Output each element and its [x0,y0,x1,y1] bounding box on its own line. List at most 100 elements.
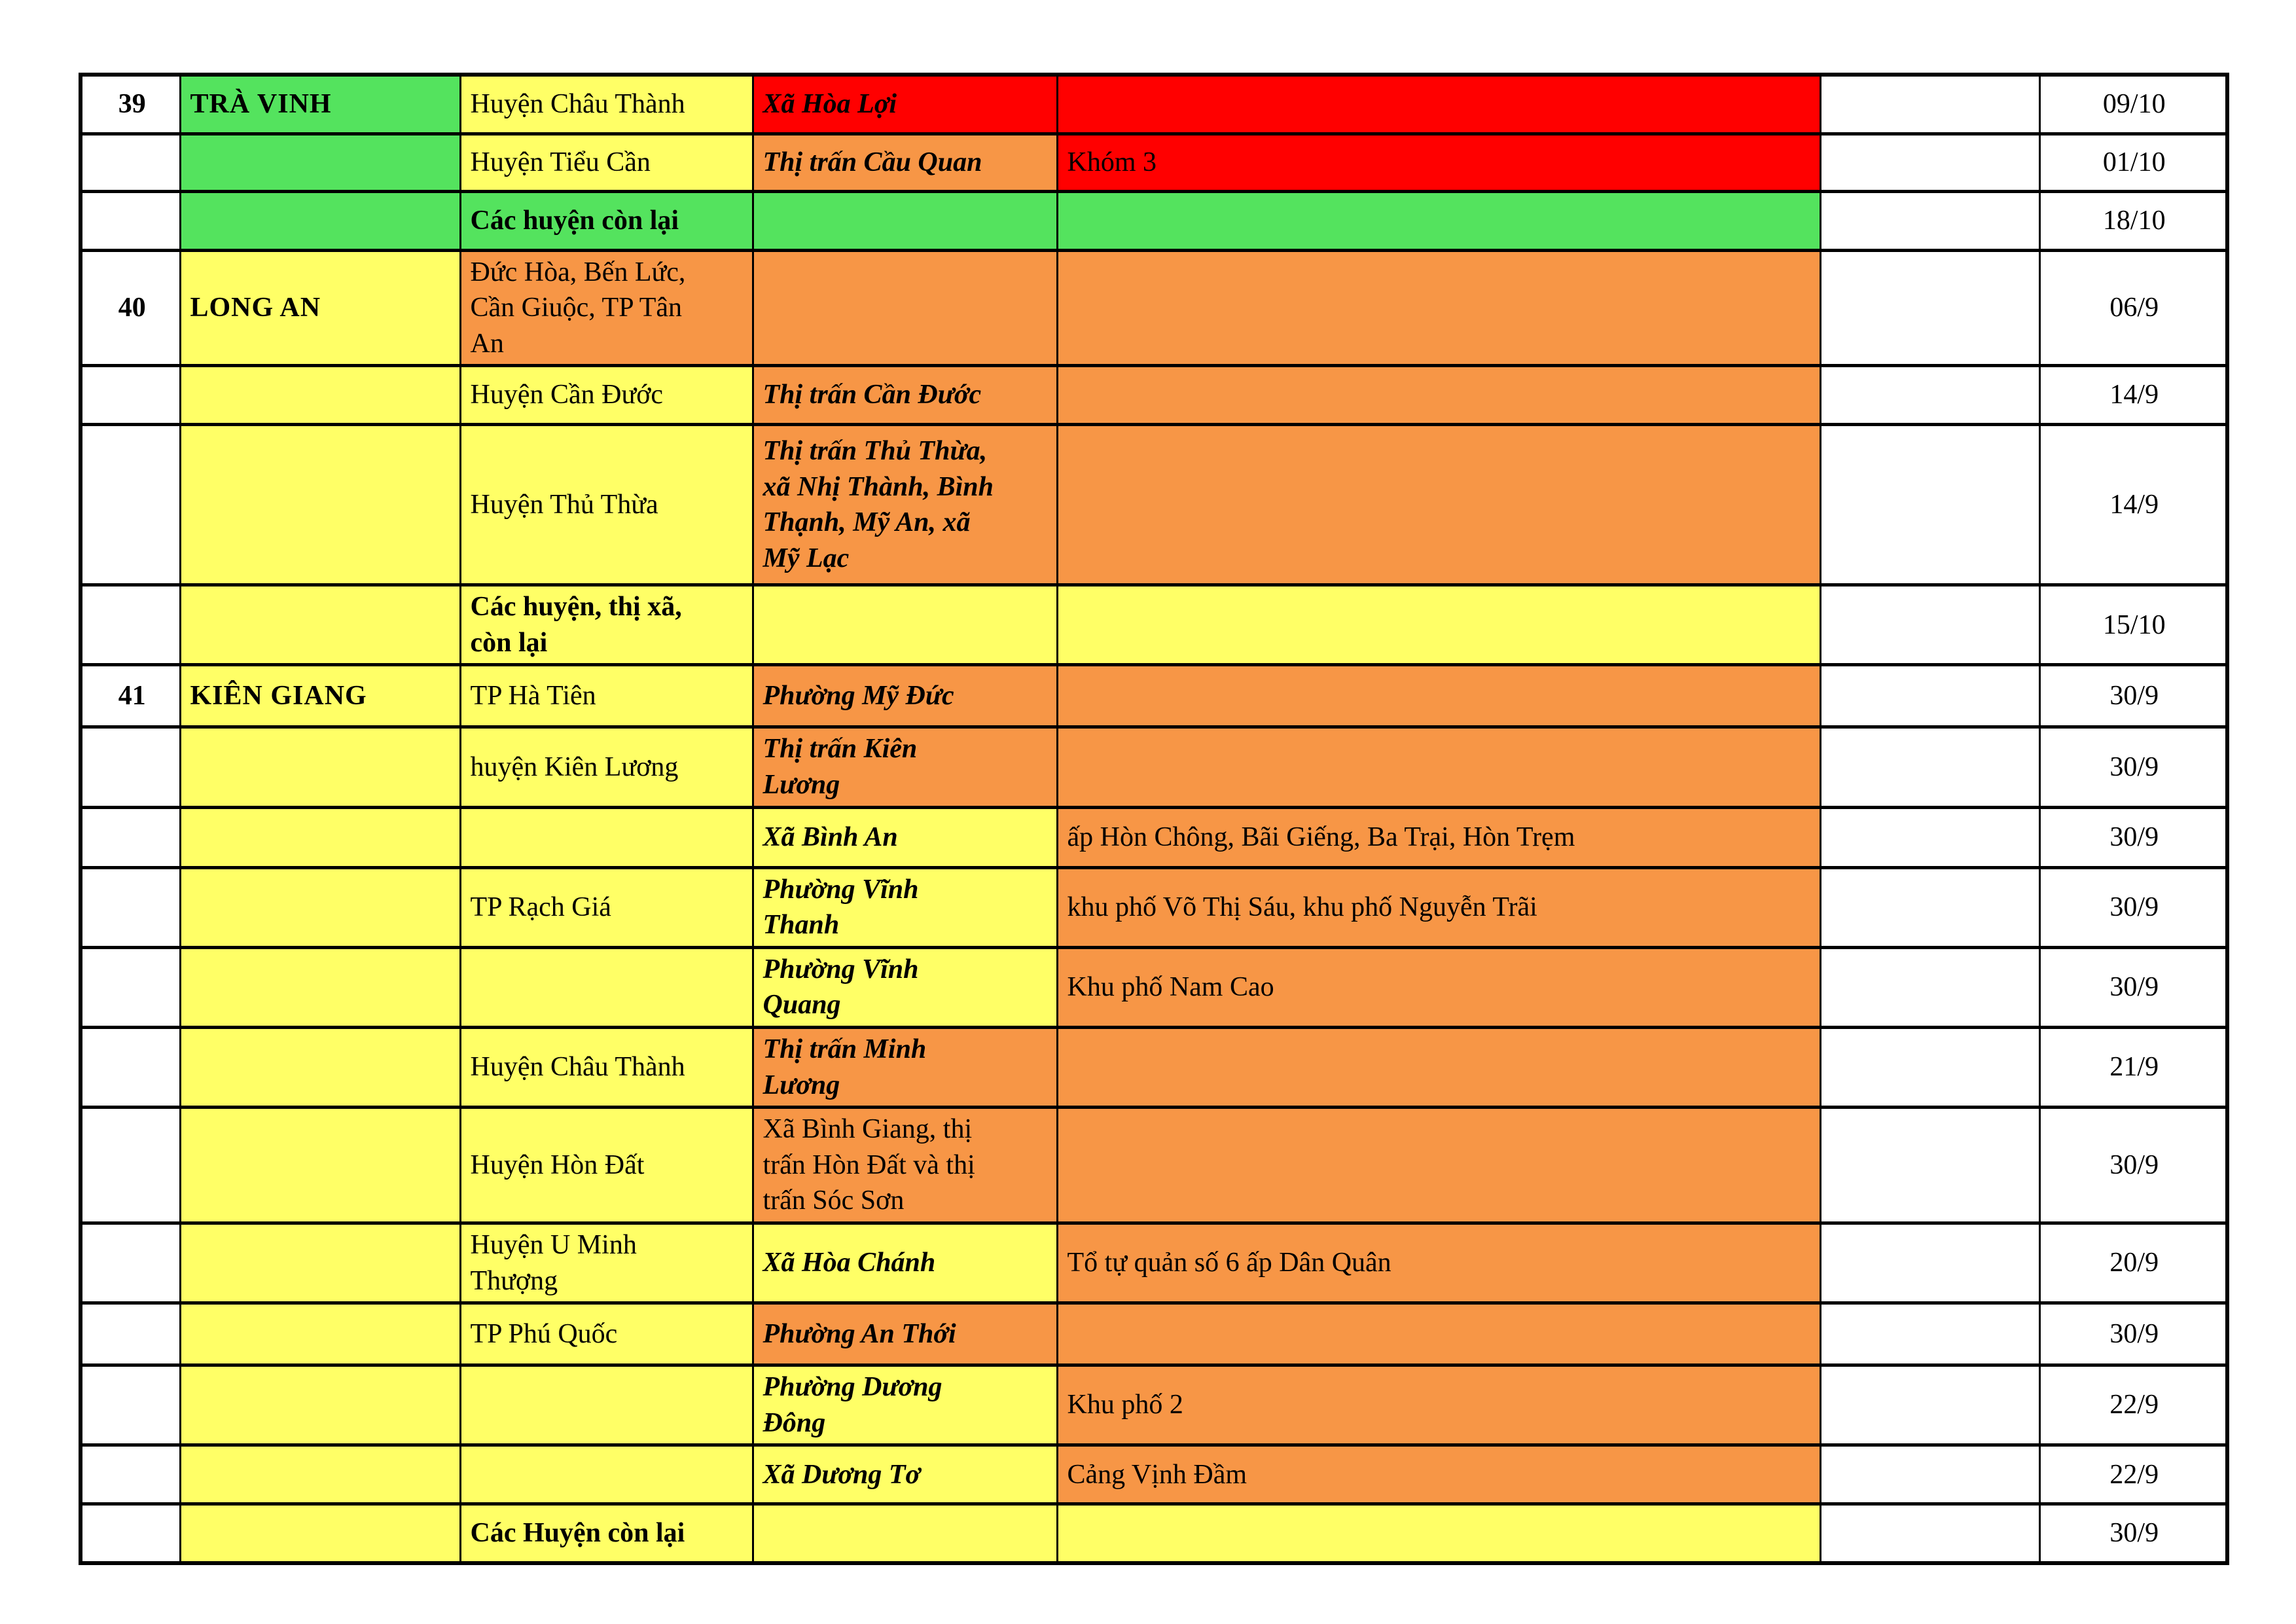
province-cell [179,805,461,869]
spacer-cell [1819,663,2041,729]
district-cell: Huyện Châu Thành [459,73,754,135]
spacer-cell [1819,364,2041,427]
table-row: TP Rạch Giá Phường Vĩnh Thanh khu phố Võ T… [79,865,2229,949]
detail-cell: Cảng Vịnh Đầm [1056,1443,1821,1506]
district-cell: Huyện Hòn Đất [459,1106,754,1225]
ward-cell: Thị trấn Thủ Thừa, xã Nhị Thành, Bình Th… [751,423,1058,587]
province-cell: LONG AN [179,248,461,368]
province-cell [179,132,461,193]
date-cell: 18/10 [2038,189,2229,252]
spacer-cell [1819,1221,2041,1305]
ward-cell [751,189,1058,252]
district-cell [459,805,754,869]
detail-cell: Tổ tự quản số 6 ấp Dân Quân [1056,1221,1821,1305]
district-cell: Huyện Thủ Thừa [459,423,754,587]
date-cell: 30/9 [2038,945,2229,1030]
date-cell: 30/9 [2038,663,2229,729]
detail-cell [1056,1502,1821,1565]
ward-cell: Xã Dương Tơ [751,1443,1058,1506]
district-cell: Huyện Tiểu Cần [459,132,754,193]
province-cell [179,583,461,667]
date-cell: 30/9 [2038,1106,2229,1225]
table-row: huyện Kiên Lương Thị trấn Kiên Lương 30/9 [79,725,2229,809]
date-cell: 15/10 [2038,583,2229,667]
ward-cell: Phường Mỹ Đức [751,663,1058,729]
date-cell: 30/9 [2038,805,2229,869]
province-cell [179,1443,461,1506]
province-cell [179,725,461,809]
no-cell [79,945,181,1030]
no-cell [79,1221,181,1305]
detail-cell [1056,583,1821,667]
date-cell: 30/9 [2038,865,2229,949]
date-cell: 09/10 [2038,73,2229,135]
no-cell [79,1443,181,1506]
spacer-cell [1819,1363,2041,1447]
no-cell [79,1502,181,1565]
ward-cell: Phường Vĩnh Quang [751,945,1058,1030]
ward-cell [751,583,1058,667]
spacer-cell [1819,865,2041,949]
province-cell [179,1301,461,1367]
spacer-cell [1819,1443,2041,1506]
district-cell: Các Huyện còn lại [459,1502,754,1565]
table-row: Huyện Tiểu Cần Thị trấn Cầu Quan Khóm 3 01/… [79,132,2229,193]
table-row: 39 TRÀ VINH Huyện Châu Thành Xã Hòa Lợi 09/1… [79,73,2229,135]
spacer-cell [1819,132,2041,193]
no-cell [79,583,181,667]
spacer-cell [1819,1026,2041,1110]
date-cell: 22/9 [2038,1363,2229,1447]
table-row: Xã Dương Tơ Cảng Vịnh Đầm 22/9 [79,1443,2229,1506]
no-cell [79,189,181,252]
district-cell: Các huyện còn lại [459,189,754,252]
date-cell: 30/9 [2038,725,2229,809]
province-cell [179,364,461,427]
detail-cell [1056,73,1821,135]
date-cell: 14/9 [2038,364,2229,427]
date-cell: 14/9 [2038,423,2229,587]
no-cell [79,805,181,869]
district-cell [459,945,754,1030]
table-body: 39 TRÀ VINH Huyện Châu Thành Xã Hòa Lợi 09/1… [79,73,2229,1565]
province-cell [179,1221,461,1305]
date-cell: 20/9 [2038,1221,2229,1305]
ward-cell: Phường An Thới [751,1301,1058,1367]
no-cell [79,865,181,949]
detail-cell [1056,248,1821,368]
date-cell: 30/9 [2038,1301,2229,1367]
detail-cell: Khu phố 2 [1056,1363,1821,1447]
district-cell: TP Hà Tiên [459,663,754,729]
detail-cell [1056,1106,1821,1225]
detail-cell: Khóm 3 [1056,132,1821,193]
province-cell [179,189,461,252]
ward-cell: Thị trấn Kiên Lương [751,725,1058,809]
no-cell [79,1363,181,1447]
province-cell [179,865,461,949]
spacer-cell [1819,583,2041,667]
no-cell [79,364,181,427]
district-cell: Các huyện, thị xã, còn lại [459,583,754,667]
province-cell [179,1363,461,1447]
ward-cell [751,1502,1058,1565]
spacer-cell [1819,725,2041,809]
date-cell: 06/9 [2038,248,2229,368]
province-cell [179,423,461,587]
ward-cell: Thị trấn Cầu Quan [751,132,1058,193]
province-schedule-table: 39 TRÀ VINH Huyện Châu Thành Xã Hòa Lợi 09/1… [79,73,2229,1565]
district-cell: Huyện U Minh Thượng [459,1221,754,1305]
detail-cell: ấp Hòn Chông, Bãi Giếng, Ba Trại, Hòn Tr… [1056,805,1821,869]
no-cell [79,1301,181,1367]
no-cell [79,1106,181,1225]
date-cell: 21/9 [2038,1026,2229,1110]
ward-cell: Xã Bình Giang, thị trấn Hòn Đất và thị t… [751,1106,1058,1225]
district-cell [459,1443,754,1506]
table-row: TP Phú Quốc Phường An Thới 30/9 [79,1301,2229,1367]
table-row: Các Huyện còn lại 30/9 [79,1502,2229,1565]
province-cell [179,1026,461,1110]
date-cell: 30/9 [2038,1502,2229,1565]
table-row: Huyện Châu Thành Thị trấn Minh Lương 21/9 [79,1026,2229,1110]
ward-cell: Xã Hòa Lợi [751,73,1058,135]
province-cell: TRÀ VINH [179,73,461,135]
province-cell [179,1106,461,1225]
ward-cell: Xã Hòa Chánh [751,1221,1058,1305]
